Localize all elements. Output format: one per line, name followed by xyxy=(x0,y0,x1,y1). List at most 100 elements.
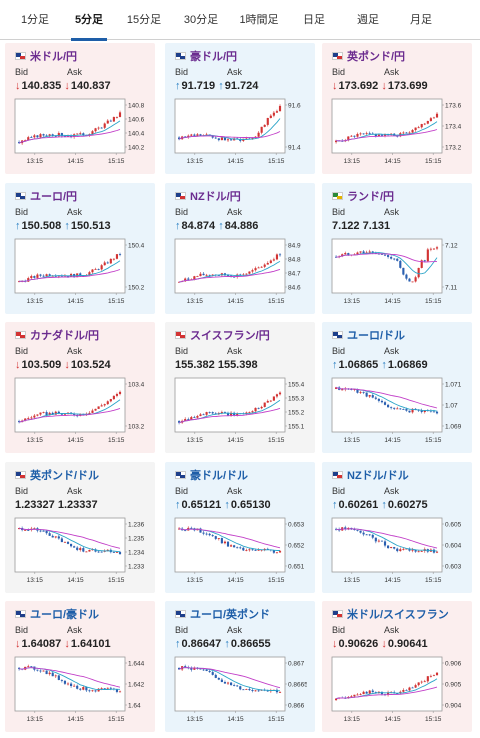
currency-pair-link[interactable]: 英ポンド/ドル xyxy=(30,470,100,482)
candle-body xyxy=(269,260,272,263)
currency-pair-link[interactable]: ランド/円 xyxy=(347,191,395,203)
tab-1[interactable]: 5分足 xyxy=(63,0,115,41)
rate-card[interactable]: 豪ドル/ドル Bid Ask ↑0.65121 ↑0.65130 0.653 0.652 0… xyxy=(165,462,315,593)
tab-5[interactable]: 日足 xyxy=(303,14,325,26)
tab-2[interactable]: 15分足 xyxy=(126,14,162,26)
currency-pair-link[interactable]: カナダドル/円 xyxy=(30,330,100,342)
rate-card[interactable]: 豪ドル/円 Bid Ask ↑91.719 ↑91.724 91.6 91.4 13:15 1… xyxy=(165,43,315,174)
currency-pair-link[interactable]: NZドル/円 xyxy=(190,191,241,203)
candle-body xyxy=(251,690,254,692)
gb-flag-icon xyxy=(15,471,26,479)
price-chart-container[interactable]: 7.12 7.11 13:15 14:15 15:15 xyxy=(330,237,464,309)
candle-body xyxy=(57,536,60,539)
candle-body xyxy=(257,549,260,551)
y-tick-label: 0.905 xyxy=(445,682,462,689)
candle-body xyxy=(220,412,223,414)
tab-4[interactable]: 1時間足 xyxy=(239,14,279,26)
candle-body xyxy=(190,417,193,420)
price-chart-container[interactable]: 0.867 0.8665 0.866 13:15 14:15 15:15 xyxy=(173,655,307,727)
price-chart-container[interactable]: 150.4 150.2 13:15 14:15 15:15 xyxy=(13,237,147,309)
candle-body xyxy=(51,275,54,277)
currency-pair-link[interactable]: 米ドル/円 xyxy=(30,51,78,63)
price-chart-container[interactable]: 103.4 103.2 13:15 14:15 15:15 xyxy=(13,376,147,448)
rate-card[interactable]: 米ドル/スイスフラン Bid Ask ↓0.90626 ↓0.90641 0.906 0.… xyxy=(322,601,472,732)
rate-card[interactable]: ユーロ/豪ドル Bid Ask ↓1.64087 ↓1.64101 1.644 1.642… xyxy=(5,601,155,732)
ask-label: Ask xyxy=(384,67,400,77)
nz-flag-icon xyxy=(175,192,186,200)
x-tick-label: 13:15 xyxy=(344,437,361,444)
price-chart-container[interactable]: 1.071 1.07 1.069 13:15 14:15 15:15 xyxy=(330,376,464,448)
tab-3[interactable]: 30分足 xyxy=(183,14,219,26)
currency-pair-link[interactable]: スイスフラン/円 xyxy=(190,330,270,342)
currency-pair-link[interactable]: ユーロ/英ポンド xyxy=(190,609,271,621)
bid-label: Bid xyxy=(15,67,29,77)
candle-body xyxy=(18,281,21,283)
currency-pair-link[interactable]: ユーロ/豪ドル xyxy=(30,609,100,621)
price-chart-container[interactable]: 173.6 173.4 173.2 13:15 14:15 15:15 xyxy=(330,97,464,169)
rate-card[interactable]: 英ポンド/円 Bid Ask ↓173.692 ↓173.699 173.6 173.4 1… xyxy=(322,43,472,174)
price-chart: 84.9 84.8 84.7 84.6 13:15 14:15 15:15 xyxy=(174,238,301,305)
candle-body xyxy=(435,672,439,676)
rate-card[interactable]: ユーロ/ドル Bid Ask ↑1.06865 ↑1.06869 1.071 1.07 1.… xyxy=(322,322,472,453)
currency-pair-link[interactable]: 米ドル/スイスフラン xyxy=(347,609,449,621)
currency-pair-link[interactable]: NZドル/ドル xyxy=(347,470,409,482)
candle-body xyxy=(426,249,429,262)
rate-card[interactable]: 米ドル/円 Bid Ask ↓140.835 ↓140.837 140.8 140.6 14… xyxy=(5,43,155,174)
candle-body xyxy=(30,666,33,668)
x-tick-label: 13:15 xyxy=(344,577,361,584)
candle-body xyxy=(432,675,436,677)
price-chart-container[interactable]: 91.6 91.4 13:15 14:15 15:15 xyxy=(173,97,307,169)
x-tick-label: 15:15 xyxy=(108,437,125,444)
candle-body xyxy=(103,262,106,266)
candle-body xyxy=(233,685,236,686)
arrow-up-icon: ↑ xyxy=(381,359,387,371)
candle-body xyxy=(408,687,411,691)
price-chart-container[interactable]: 84.9 84.8 84.7 84.6 13:15 14:15 15:15 xyxy=(173,237,307,309)
price-chart-container[interactable]: 0.653 0.652 0.651 13:15 14:15 15:15 xyxy=(173,516,307,588)
currency-pair-link[interactable]: 豪ドル/ドル xyxy=(190,470,249,482)
price-chart-container[interactable]: 155.4 155.3 155.2 155.1 13:15 14:15 15:15 xyxy=(173,376,307,448)
chart-plot-area xyxy=(14,238,126,294)
currency-pair-link[interactable]: 豪ドル/円 xyxy=(190,51,238,63)
x-tick-label: 13:15 xyxy=(27,577,44,584)
rate-card[interactable]: NZドル/ドル Bid Ask ↑0.60261 ↑0.60275 0.605 0.604… xyxy=(322,462,472,593)
rate-card[interactable]: ユーロ/円 Bid Ask ↑150.508 ↑150.513 150.4 150.2 13… xyxy=(5,183,155,314)
price-chart-container[interactable]: 0.906 0.905 0.904 13:15 14:15 15:15 xyxy=(330,655,464,727)
rate-card[interactable]: 英ポンド/ドル Bid Ask 1.23327 1.23337 1.236 1.235 1.… xyxy=(5,462,155,593)
tab-7[interactable]: 月足 xyxy=(410,14,432,26)
price-chart-container[interactable]: 0.605 0.604 0.603 13:15 14:15 15:15 xyxy=(330,516,464,588)
candle-body xyxy=(374,537,377,542)
tab-6[interactable]: 週足 xyxy=(357,14,379,26)
price-chart-container[interactable]: 1.236 1.235 1.234 1.233 13:15 14:15 15:15 xyxy=(13,516,147,588)
candle-body xyxy=(278,254,282,256)
rate-card[interactable]: ユーロ/英ポンド Bid Ask ↑0.86647 ↑0.86655 0.867 0.86… xyxy=(165,601,315,732)
candle-body xyxy=(39,670,42,672)
rate-card-header: ユーロ/ドル xyxy=(332,328,405,342)
candle-body xyxy=(54,275,57,277)
rate-card[interactable]: NZドル/円 Bid Ask ↑84.874 ↑84.886 84.9 84.8 84.7 8… xyxy=(165,183,315,314)
candle-body xyxy=(39,134,42,138)
candle-body xyxy=(245,550,248,552)
x-tick-label: 13:15 xyxy=(187,716,204,723)
bid-value: 0.60261 xyxy=(338,499,379,511)
rate-card[interactable]: スイスフラン/円 Bid Ask 155.382 155.398 155.4 155.3 1… xyxy=(165,322,315,453)
chart-plot-area xyxy=(331,98,443,154)
price-chart-container[interactable]: 1.644 1.642 1.64 13:15 14:15 15:15 xyxy=(13,655,147,727)
candle-body xyxy=(33,415,36,418)
currency-pair-link[interactable]: ユーロ/円 xyxy=(30,191,78,203)
currency-pair-link[interactable]: 英ポンド/円 xyxy=(347,51,406,63)
rate-card-header: ユーロ/円 xyxy=(15,189,77,203)
candle-body xyxy=(208,412,211,413)
flag-stripe xyxy=(337,335,342,338)
price-chart-container[interactable]: 140.8 140.6 140.4 140.2 13:15 14:15 15:15 xyxy=(13,97,147,169)
bid-value: 140.835 xyxy=(21,80,62,92)
rate-card[interactable]: ランド/円 Bid Ask 7.122 7.131 7.12 7.11 13:15 14:15… xyxy=(322,183,472,314)
currency-pair-link[interactable]: ユーロ/ドル xyxy=(347,330,406,342)
rate-card[interactable]: カナダドル/円 Bid Ask ↓103.509 ↓103.524 103.4 103.2… xyxy=(5,322,155,453)
tab-0[interactable]: 1分足 xyxy=(20,14,50,26)
candle-body xyxy=(396,548,399,552)
candle-body xyxy=(254,407,257,412)
y-tick-label: 155.3 xyxy=(288,396,305,403)
candle-body xyxy=(45,135,48,137)
candle-body xyxy=(118,112,122,117)
